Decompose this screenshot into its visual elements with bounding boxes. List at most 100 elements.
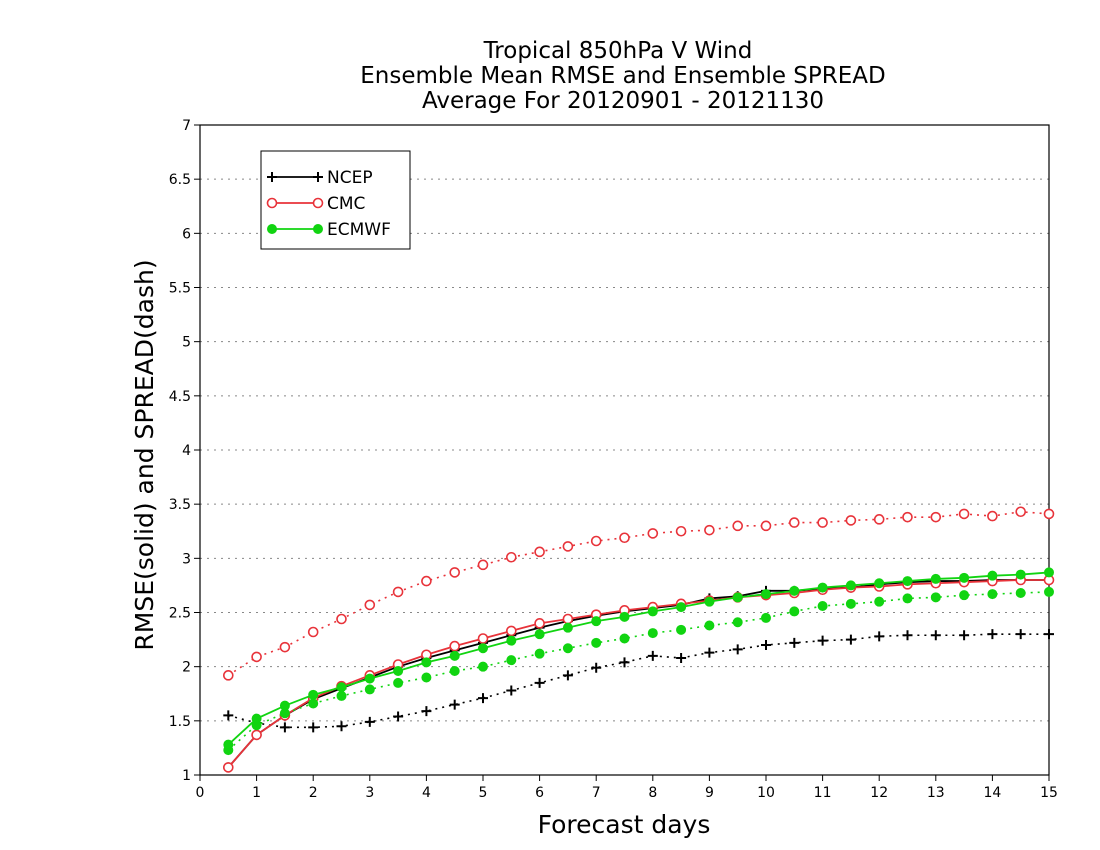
y-tick-label: 1.5 — [169, 714, 191, 730]
ecmwf-rmse-point — [421, 657, 432, 668]
ncep-spread-point — [676, 653, 687, 663]
ecmwf-rmse-point — [930, 573, 941, 584]
ecmwf-spread-point — [789, 606, 800, 617]
cmc-spread-point — [1015, 506, 1027, 518]
ecmwf-spread-point — [336, 690, 347, 701]
legend-marker — [313, 224, 323, 234]
x-tick-label: 1 — [252, 785, 261, 801]
ncep-spread-point — [704, 647, 715, 658]
y-tick-label: 6.5 — [169, 172, 191, 188]
ncep-spread-point — [902, 630, 913, 641]
ecmwf-spread-series — [223, 586, 1054, 756]
ecmwf-spread-point — [478, 661, 488, 672]
ecmwf-spread-point — [308, 698, 319, 709]
x-tick-label: 7 — [592, 785, 601, 801]
ecmwf-spread-point — [902, 593, 913, 604]
cmc-rmse-series — [223, 574, 1055, 773]
ecmwf-spread-point — [393, 677, 404, 688]
axis-ticks: 11.522.533.544.555.566.570 1 2 3 4 5 6 7 8 9 10 11 1… — [169, 118, 1058, 801]
ncep-spread-point — [336, 721, 347, 732]
ecmwf-spread-point — [534, 648, 545, 659]
ecmwf-rmse-series — [223, 567, 1054, 750]
ncep-spread-point — [223, 710, 234, 721]
ncep-spread-point — [393, 711, 404, 722]
legend-entry-cmc: CMC — [266, 194, 365, 214]
cmc-spread-point — [619, 532, 630, 544]
ncep-spread-point — [1044, 629, 1054, 640]
x-axis-label: Forecast days — [538, 810, 711, 839]
ecmwf-spread-point — [817, 601, 828, 611]
ncep-spread-point — [647, 650, 658, 661]
ecmwf-rmse-point — [704, 596, 715, 607]
cmc-rmse-line — [227, 579, 1049, 769]
cmc-spread-point — [902, 511, 913, 523]
y-tick-label: 5.5 — [169, 281, 191, 297]
ecmwf-rmse-point — [279, 700, 290, 711]
ecmwf-rmse-point — [591, 616, 602, 627]
ecmwf-rmse-point — [817, 582, 828, 593]
ecmwf-spread-point — [1044, 586, 1054, 597]
y-tick-label: 5 — [182, 335, 191, 351]
ecmwf-spread-point — [421, 672, 432, 683]
ncep-spread-point — [591, 662, 602, 673]
ecmwf-spread-point — [506, 655, 517, 666]
cmc-spread-point — [930, 511, 942, 523]
ecmwf-rmse-point — [732, 592, 743, 603]
ecmwf-rmse-point — [676, 602, 687, 613]
x-tick-label: 8 — [648, 785, 657, 801]
chart-title: Tropical 850hPa V Wind Ensemble Mean RMS… — [360, 38, 885, 114]
cmc-rmse-point — [505, 625, 517, 637]
ecmwf-rmse-point — [449, 650, 460, 661]
cmc-spread-point — [477, 559, 489, 571]
y-tick-label: 4.5 — [169, 389, 191, 405]
cmc-spread-point — [760, 520, 772, 532]
x-tick-label: 2 — [309, 785, 318, 801]
ecmwf-spread-point — [959, 590, 970, 601]
ncep-spread-point — [732, 644, 743, 655]
y-tick-label: 3 — [182, 551, 191, 567]
cmc-spread-point — [590, 535, 602, 547]
title-line-3: Average For 20120901 - 20121130 — [422, 88, 824, 114]
x-tick-label: 0 — [196, 785, 205, 801]
ncep-spread-point — [987, 629, 998, 640]
ncep-spread-point — [562, 670, 573, 681]
x-tick-label: 9 — [705, 785, 714, 801]
ecmwf-spread-point — [647, 628, 658, 639]
legend-marker — [266, 197, 278, 209]
cmc-spread-point — [873, 514, 885, 525]
legend-marker — [267, 172, 277, 182]
cmc-spread-point — [449, 567, 461, 578]
ncep-spread-point — [874, 631, 885, 642]
ecmwf-spread-point — [930, 592, 941, 603]
cmc-spread-series — [223, 506, 1055, 681]
cmc-spread-point — [958, 508, 970, 520]
ecmwf-rmse-point — [478, 643, 488, 654]
ncep-spread-point — [449, 699, 460, 710]
y-tick-label: 2.5 — [169, 606, 191, 622]
x-tick-label: 14 — [983, 785, 1001, 801]
cmc-spread-point — [279, 641, 291, 653]
ncep-spread-point — [959, 630, 970, 641]
cmc-spread-point — [788, 517, 800, 528]
cmc-spread-point — [704, 524, 715, 536]
y-tick-label: 2 — [182, 660, 191, 676]
ncep-spread-point — [761, 640, 771, 650]
ncep-spread-point — [845, 634, 856, 645]
x-tick-label: 5 — [479, 785, 488, 801]
ecmwf-rmse-point — [1044, 567, 1054, 578]
legend-label: NCEP — [327, 168, 373, 188]
y-tick-label: 7 — [182, 118, 191, 134]
cmc-spread-point — [364, 599, 376, 611]
ecmwf-spread-point — [1015, 588, 1026, 598]
x-tick-label: 10 — [757, 785, 775, 801]
ncep-spread-point — [930, 630, 941, 641]
ecmwf-rmse-point — [845, 580, 856, 591]
y-tick-label: 4 — [182, 443, 191, 459]
legend-marker — [313, 172, 323, 182]
legend: NCEP CMC ECMWF — [260, 150, 411, 250]
ncep-spread-point — [308, 722, 319, 733]
y-tick-label: 3.5 — [169, 497, 191, 513]
series-layer — [223, 506, 1055, 773]
ecmwf-rmse-point — [619, 611, 630, 622]
cmc-spread-point — [307, 626, 319, 638]
